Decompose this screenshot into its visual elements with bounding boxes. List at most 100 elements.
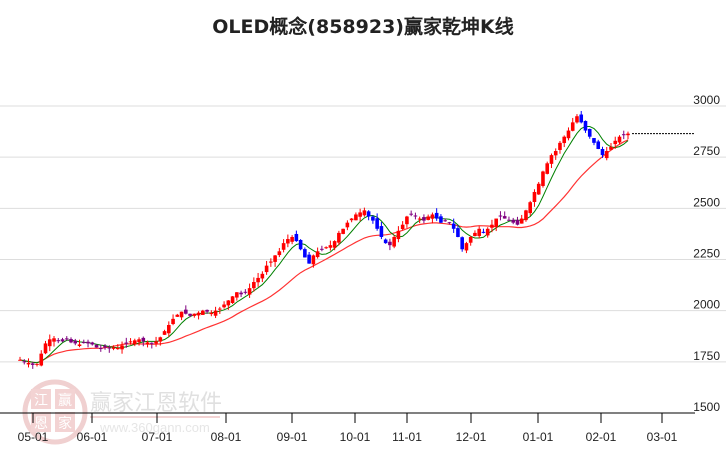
candle [269, 261, 273, 263]
candle [617, 136, 622, 143]
candle [256, 277, 260, 283]
y-tick-label: 2250 [693, 247, 720, 261]
candle [490, 224, 494, 228]
candle [222, 304, 226, 308]
candle [103, 345, 107, 348]
x-tick-label: 10-01 [340, 430, 371, 444]
candle [260, 273, 265, 279]
candle [592, 138, 596, 143]
svg-text:家: 家 [58, 415, 72, 432]
candle [98, 348, 103, 350]
candle [115, 347, 120, 350]
candle [337, 232, 341, 243]
candle [409, 213, 413, 215]
candle [18, 359, 22, 361]
candle [536, 183, 541, 195]
candle [532, 191, 537, 202]
candle [52, 338, 56, 342]
candle [132, 340, 137, 345]
candle [192, 313, 197, 316]
candle [264, 265, 269, 273]
candle [434, 212, 439, 219]
candle [456, 228, 460, 237]
candle [379, 226, 384, 237]
candle [235, 292, 239, 298]
candle [162, 331, 167, 335]
x-tick-label: 02-01 [586, 430, 617, 444]
candle [477, 228, 481, 236]
candle [481, 231, 486, 233]
candle [553, 151, 558, 156]
candle [626, 133, 630, 136]
candle [311, 255, 316, 265]
candle [184, 309, 188, 314]
candle [294, 233, 299, 242]
candle [451, 223, 456, 229]
candle [81, 342, 86, 344]
x-tick-label: 03-01 [647, 430, 678, 444]
ma-long-line [19, 139, 629, 364]
candle [579, 114, 584, 123]
candle [375, 218, 379, 229]
candle [86, 341, 90, 344]
candle [171, 318, 175, 325]
y-tick-label: 2750 [693, 144, 720, 158]
candle [528, 202, 533, 214]
candle [69, 339, 73, 343]
candle [443, 220, 447, 222]
candle [604, 151, 609, 159]
candle [307, 254, 311, 264]
candle [583, 120, 588, 131]
candle [600, 148, 605, 156]
candle [468, 236, 473, 243]
candle [298, 239, 303, 250]
candle [303, 249, 307, 258]
candle [405, 216, 409, 225]
candle [498, 215, 503, 217]
candle [43, 343, 48, 354]
watermark: 江赢恩 家 赢家江恩软件 www.360gann.com [22, 379, 222, 445]
candle [362, 210, 367, 216]
candle [320, 248, 324, 250]
candle [345, 222, 350, 228]
candle [128, 341, 133, 343]
candle [549, 155, 554, 164]
candle [519, 218, 524, 224]
x-tick-label: 09-01 [277, 430, 308, 444]
y-tick-label: 3000 [693, 93, 720, 107]
candle [328, 245, 333, 248]
candle [141, 337, 146, 342]
candle [396, 230, 401, 240]
candle [566, 130, 571, 139]
candle [541, 171, 545, 186]
candle [120, 345, 124, 350]
watermark-brand: 赢家江恩软件 [90, 391, 222, 416]
candle [332, 241, 337, 248]
candle [94, 344, 99, 348]
candle [145, 342, 150, 345]
candle [515, 219, 520, 225]
y-tick-label: 1750 [693, 349, 720, 363]
candle [243, 291, 248, 293]
chart-title: OLED概念(858923)赢家乾坤K线 [212, 16, 514, 38]
candle [175, 314, 180, 317]
x-tick-label: 01-01 [523, 430, 554, 444]
candle [196, 312, 201, 316]
candle [226, 300, 231, 306]
watermark-url: www.360gann.com [99, 420, 210, 435]
candle [502, 216, 507, 219]
candle [507, 219, 511, 221]
candle [213, 310, 218, 316]
candle [613, 140, 618, 145]
candle [417, 218, 422, 220]
candle [558, 142, 562, 150]
candle [545, 163, 550, 174]
candle [392, 236, 396, 247]
candle [124, 342, 129, 344]
candle [150, 342, 154, 344]
candle [60, 339, 65, 342]
candle [562, 136, 567, 144]
candle [247, 288, 252, 295]
candle [388, 241, 392, 246]
